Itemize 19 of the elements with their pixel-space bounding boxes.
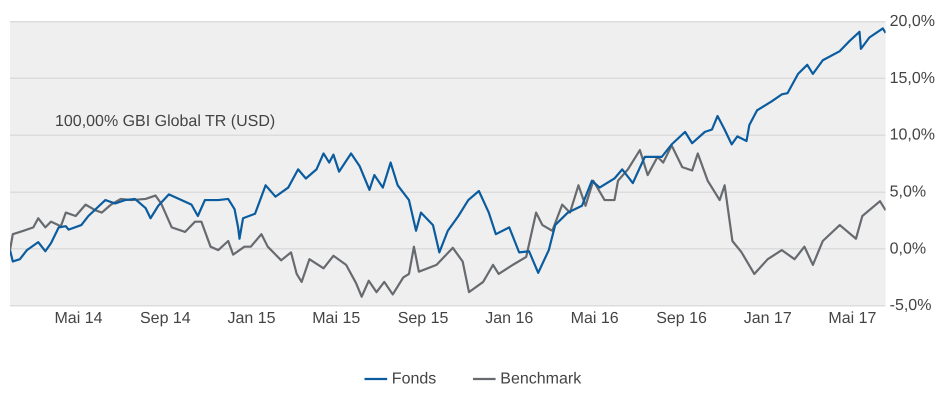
y-tick-label: 10,0% xyxy=(890,126,936,144)
y-tick-label: 0,0% xyxy=(890,240,926,258)
legend-label: Fonds xyxy=(392,370,436,388)
legend-label: Benchmark xyxy=(500,370,582,388)
x-tick-label: Jan 16 xyxy=(485,310,534,327)
x-tick-label: Jan 17 xyxy=(744,310,792,327)
y-tick-label: -5,0% xyxy=(890,297,932,314)
x-tick-label: Sep 14 xyxy=(140,310,191,327)
annotation: 100,00% GBI Global TR (USD) xyxy=(55,113,276,130)
x-tick-label: Sep 15 xyxy=(398,310,449,327)
x-tick-label: Sep 16 xyxy=(656,310,708,327)
y-tick-label: 15,0% xyxy=(890,70,936,87)
x-tick-label: Mai 14 xyxy=(54,310,103,327)
x-tick-label: Mai 15 xyxy=(312,310,360,327)
y-tick-label: 5,0% xyxy=(890,184,926,201)
x-tick-label: Mai 17 xyxy=(828,310,877,327)
y-tick-label: 20,0% xyxy=(890,13,936,30)
x-tick-label: Jan 15 xyxy=(227,310,276,327)
x-tick-label: Mai 16 xyxy=(570,310,619,327)
